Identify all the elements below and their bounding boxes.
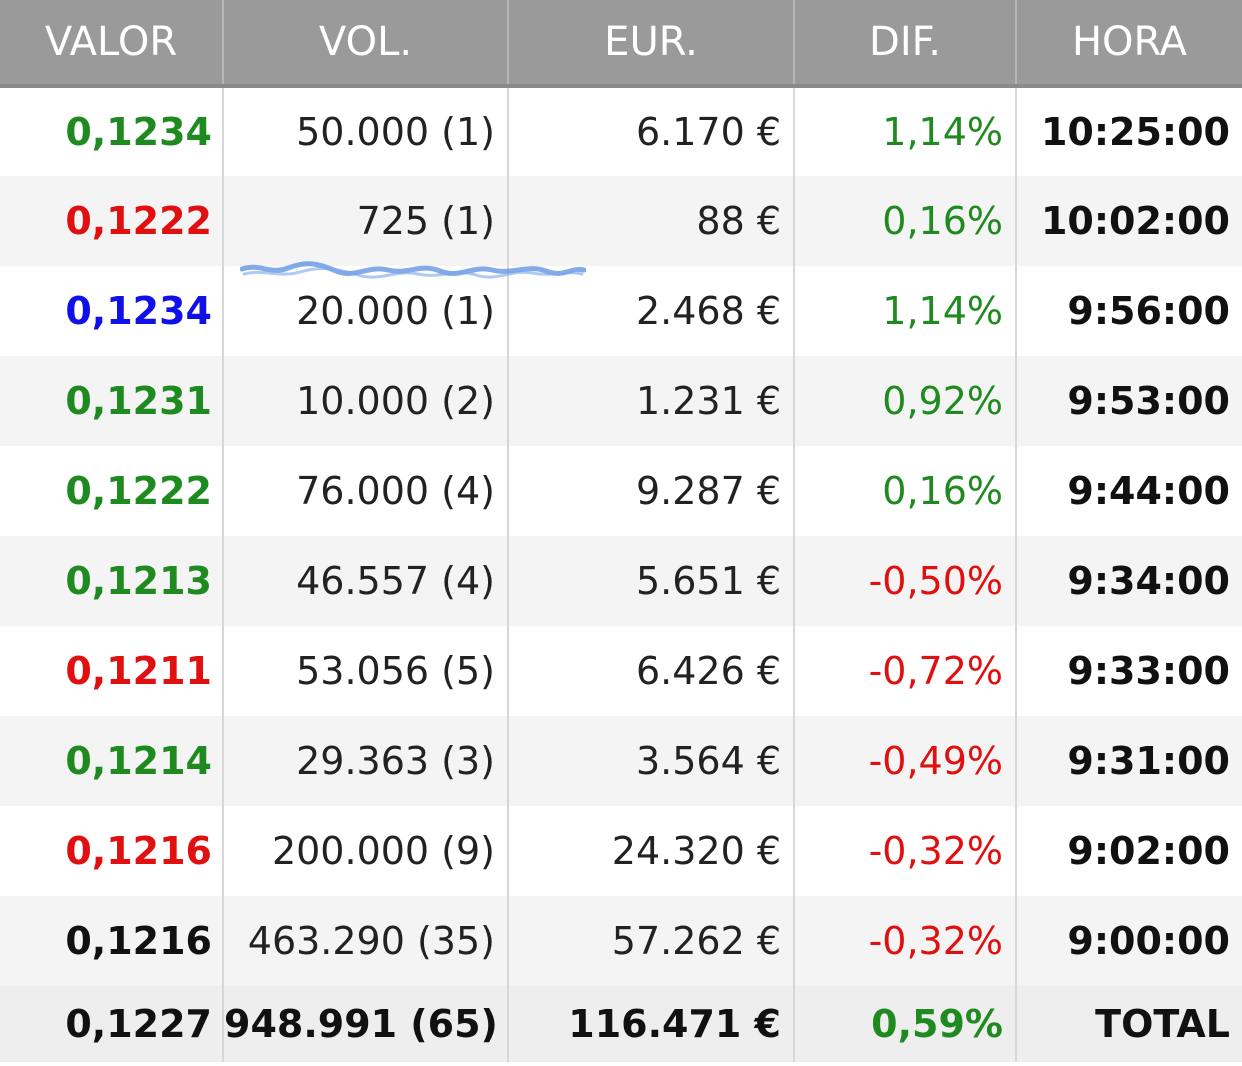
cell-vol: 29.363 (3): [222, 716, 508, 806]
cell-hora: 10:25:00: [1015, 86, 1242, 176]
total-valor: 0,1227: [65, 1002, 212, 1046]
cell-vol: 725 (1): [222, 176, 508, 266]
cell-vol: 46.557 (4): [222, 536, 508, 626]
cell-valor: 0,1213: [65, 559, 212, 603]
cell-dif: -0,72%: [793, 626, 1016, 716]
cell-dif: 1,14%: [793, 266, 1016, 356]
cell-eur: 6.426 €: [507, 626, 794, 716]
cell-dif: -0,32%: [793, 896, 1016, 986]
total-row: 0,1227 948.991 (65) 116.471 € 0,59% TOTA…: [0, 986, 1242, 1062]
table-row: 0,1222 725 (1) 88 € 0,16% 10:02:00: [0, 176, 1242, 266]
cell-dif: 0,16%: [793, 446, 1016, 536]
cell-dif: -0,50%: [793, 536, 1016, 626]
cell-vol: 10.000 (2): [222, 356, 508, 446]
cell-vol: 463.290 (35): [222, 896, 508, 986]
cell-valor: 0,1216: [65, 919, 212, 963]
column-header-hora[interactable]: HORA: [1015, 0, 1242, 88]
cell-valor: 0,1222: [65, 199, 212, 243]
cell-valor: 0,1214: [65, 739, 212, 783]
cell-eur: 9.287 €: [507, 446, 794, 536]
cell-eur: 1.231 €: [507, 356, 794, 446]
cell-dif: -0,49%: [793, 716, 1016, 806]
cell-dif: 1,14%: [793, 86, 1016, 176]
column-header-dif[interactable]: DIF.: [793, 0, 1016, 88]
cell-valor: 0,1211: [65, 649, 212, 693]
cell-valor: 0,1216: [65, 829, 212, 873]
cell-hora: 9:02:00: [1015, 806, 1242, 896]
total-dif: 0,59%: [793, 986, 1016, 1062]
table-row: 0,1222 76.000 (4) 9.287 € 0,16% 9:44:00: [0, 446, 1242, 536]
column-header-valor[interactable]: VALOR: [0, 0, 223, 88]
cell-eur: 57.262 €: [507, 896, 794, 986]
cell-valor: 0,1222: [65, 469, 212, 513]
cell-valor: 0,1234: [65, 110, 212, 154]
cell-hora: 10:02:00: [1015, 176, 1242, 266]
table-row: 0,1234 20.000 (1) 2.468 € 1,14% 9:56:00: [0, 266, 1242, 356]
column-header-vol[interactable]: VOL.: [222, 0, 508, 88]
cell-hora: 9:33:00: [1015, 626, 1242, 716]
cell-vol: 50.000 (1): [222, 86, 508, 176]
table-row: 0,1234 50.000 (1) 6.170 € 1,14% 10:25:00: [0, 86, 1242, 176]
cell-hora: 9:53:00: [1015, 356, 1242, 446]
table-row: 0,1213 46.557 (4) 5.651 € -0,50% 9:34:00: [0, 536, 1242, 626]
cell-eur: 24.320 €: [507, 806, 794, 896]
cell-eur: 5.651 €: [507, 536, 794, 626]
cell-eur: 3.564 €: [507, 716, 794, 806]
cell-eur: 6.170 €: [507, 86, 794, 176]
table-row: 0,1231 10.000 (2) 1.231 € 0,92% 9:53:00: [0, 356, 1242, 446]
cell-hora: 9:31:00: [1015, 716, 1242, 806]
cell-valor: 0,1234: [65, 289, 212, 333]
cell-dif: -0,32%: [793, 806, 1016, 896]
table-row: 0,1216 463.290 (35) 57.262 € -0,32% 9:00…: [0, 896, 1242, 986]
header-row: VALOR VOL. EUR. DIF. HORA: [0, 0, 1242, 88]
cell-hora: 9:00:00: [1015, 896, 1242, 986]
table-header: VALOR VOL. EUR. DIF. HORA: [0, 0, 1242, 88]
column-header-eur[interactable]: EUR.: [507, 0, 794, 88]
cell-hora: 9:44:00: [1015, 446, 1242, 536]
cell-dif: 0,92%: [793, 356, 1016, 446]
table-row: 0,1214 29.363 (3) 3.564 € -0,49% 9:31:00: [0, 716, 1242, 806]
cell-valor: 0,1231: [65, 379, 212, 423]
cell-vol: 76.000 (4): [222, 446, 508, 536]
cell-hora: 9:56:00: [1015, 266, 1242, 356]
cell-vol: 200.000 (9): [222, 806, 508, 896]
cell-dif: 0,16%: [793, 176, 1016, 266]
cell-eur: 2.468 €: [507, 266, 794, 356]
cell-eur: 88 €: [507, 176, 794, 266]
cell-vol: 53.056 (5): [222, 626, 508, 716]
table-body: 0,1234 50.000 (1) 6.170 € 1,14% 10:25:00…: [0, 86, 1242, 1062]
total-eur: 116.471 €: [507, 986, 794, 1062]
table-row: 0,1211 53.056 (5) 6.426 € -0,72% 9:33:00: [0, 626, 1242, 716]
total-label: TOTAL: [1015, 986, 1242, 1062]
cell-vol: 20.000 (1): [222, 266, 508, 356]
cell-hora: 9:34:00: [1015, 536, 1242, 626]
total-vol: 948.991 (65): [222, 986, 508, 1062]
table-row: 0,1216 200.000 (9) 24.320 € -0,32% 9:02:…: [0, 806, 1242, 896]
